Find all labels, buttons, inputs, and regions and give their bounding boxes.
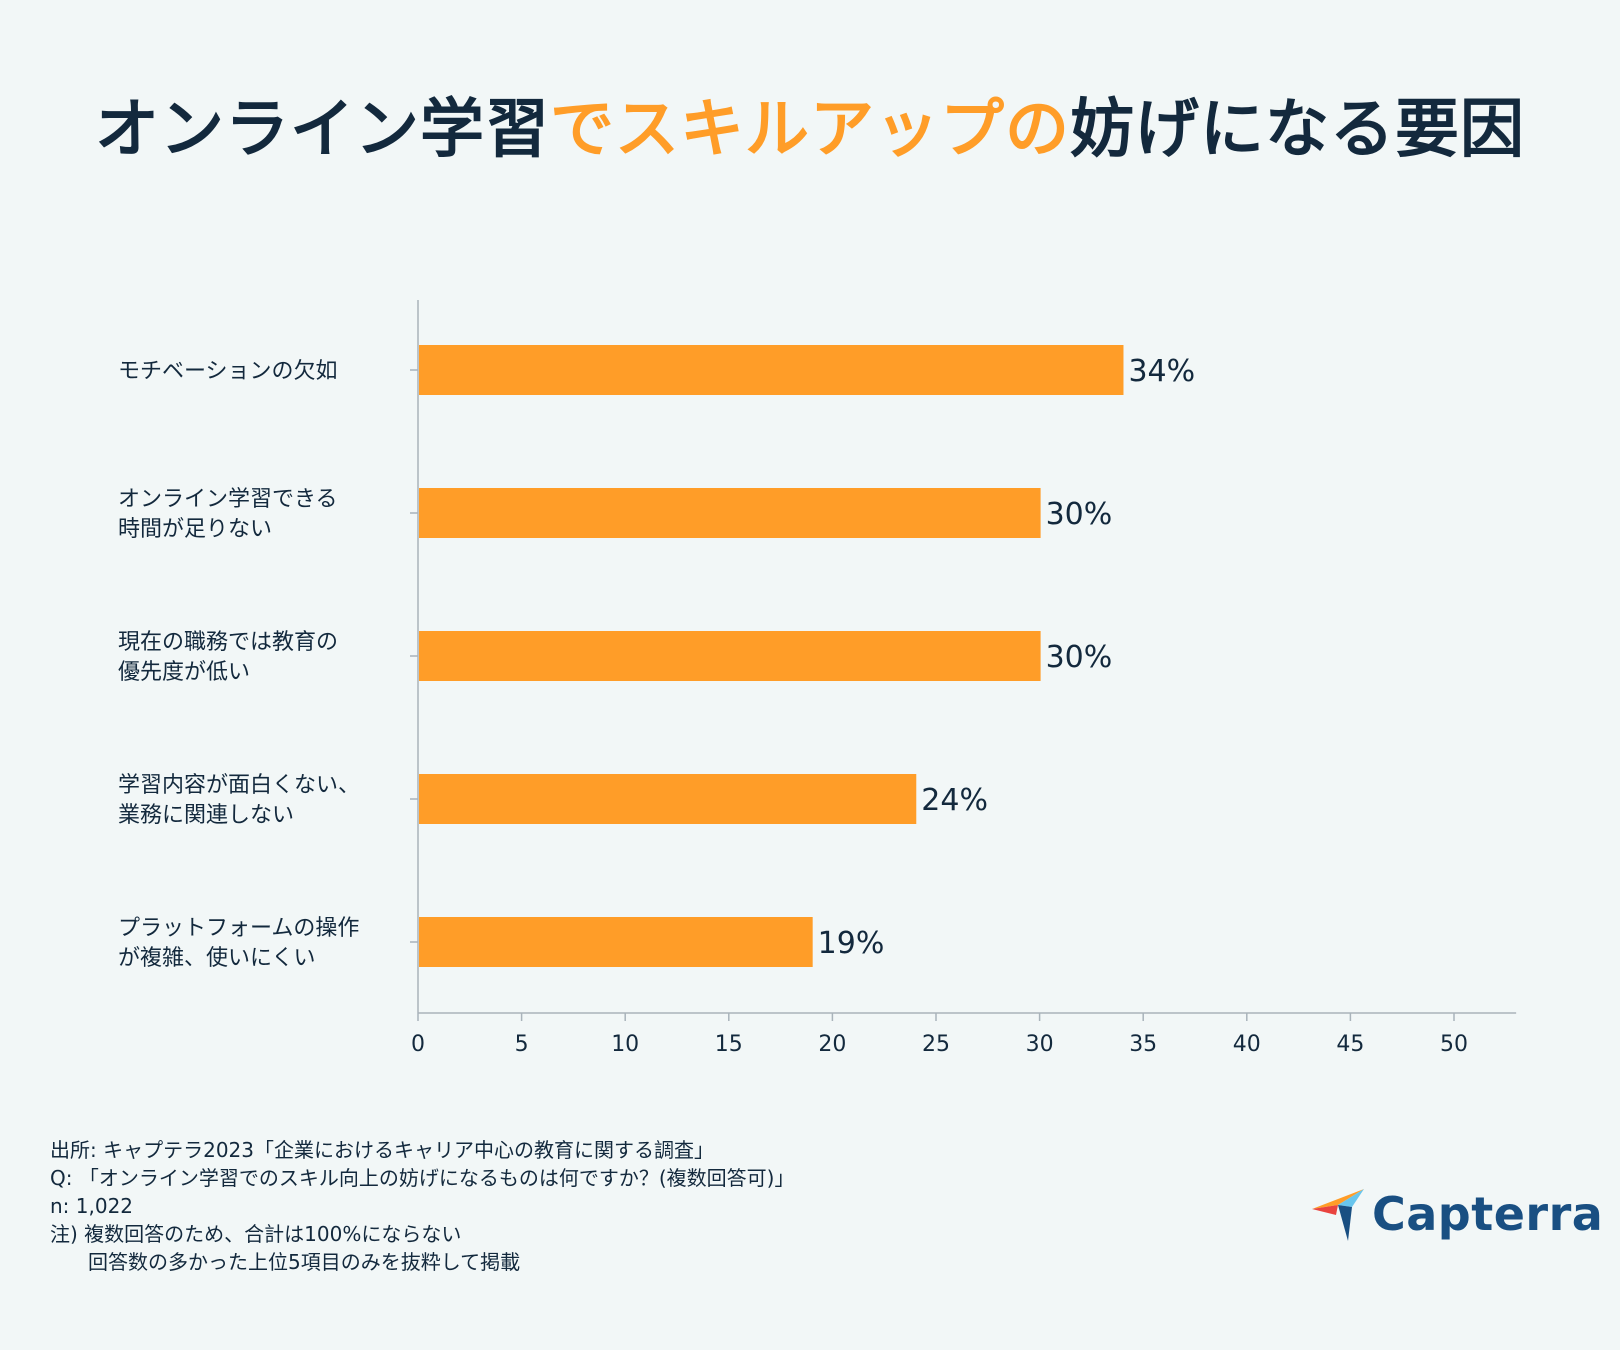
x-tick-label: 35 <box>1129 1032 1157 1057</box>
category-label: オンライン学習できる <box>118 487 338 512</box>
sample-size-note: n: 1,022 <box>50 1194 134 1218</box>
category-label: モチベーションの欠如 <box>118 359 338 384</box>
category-label: 学習内容が面白くない、 <box>118 773 360 798</box>
bar-value-label: 30% <box>1046 497 1113 532</box>
category-label: 優先度が低い <box>118 660 250 685</box>
bar-value-label: 24% <box>921 783 988 818</box>
x-tick-label: 45 <box>1336 1032 1364 1057</box>
capterra-logo: Capterra <box>1308 1185 1603 1243</box>
bar-value-label: 19% <box>818 926 885 961</box>
category-label: プラットフォームの操作 <box>118 916 359 941</box>
x-tick-label: 0 <box>411 1032 425 1057</box>
category-label: 現在の職務では教育の <box>118 630 338 655</box>
category-label: 業務に関連しない <box>118 803 294 828</box>
footnotes: 出所: キャプテラ2023「企業におけるキャリア中心の教育に関する調査」 Q: … <box>50 1136 794 1276</box>
capterra-arrow-icon <box>1312 1189 1364 1241</box>
disclaimer-note-2: 回答数の多かった上位5項目のみを抜粋して掲載 <box>88 1250 521 1274</box>
x-tick-label: 5 <box>515 1032 529 1057</box>
x-tick-label: 40 <box>1233 1032 1261 1057</box>
x-tick-label: 10 <box>611 1032 639 1057</box>
question-note: Q: 「オンライン学習でのスキル向上の妨げになるものは何ですか？(複数回答可)」 <box>50 1166 795 1190</box>
chart-title: オンライン学習でスキルアップの妨げになる要因 <box>0 78 1620 170</box>
source-note: 出所: キャプテラ2023「企業におけるキャリア中心の教育に関する調査」 <box>50 1138 714 1162</box>
x-tick-label: 20 <box>818 1032 846 1057</box>
x-tick-label: 15 <box>715 1032 743 1057</box>
bar-value-label: 34% <box>1128 354 1195 389</box>
bar <box>419 345 1124 395</box>
title-part-1: オンライン学習 <box>95 93 550 167</box>
bar-chart: 0 5 10 15 20 25 30 35 40 45 50 34% モチベーションの欠如 30% オンライ… <box>118 300 1517 1057</box>
title-part-3: 妨げになる要因 <box>1070 93 1525 167</box>
category-label: 時間が足りない <box>118 517 272 542</box>
logo-text: Capterra <box>1372 1187 1604 1241</box>
bar-value-label: 30% <box>1046 640 1113 675</box>
x-tick-label: 25 <box>922 1032 950 1057</box>
bar <box>419 488 1041 538</box>
disclaimer-note-1: 注) 複数回答のため、合計は100%にならない <box>50 1222 462 1246</box>
title-part-2: でスキルアップの <box>550 93 1070 167</box>
x-tick-label: 50 <box>1440 1032 1468 1057</box>
bar <box>419 631 1041 681</box>
bar <box>419 917 813 967</box>
x-tick-label: 30 <box>1026 1032 1054 1057</box>
bar <box>419 774 917 824</box>
category-label: が複雑、使いにくい <box>118 946 316 971</box>
